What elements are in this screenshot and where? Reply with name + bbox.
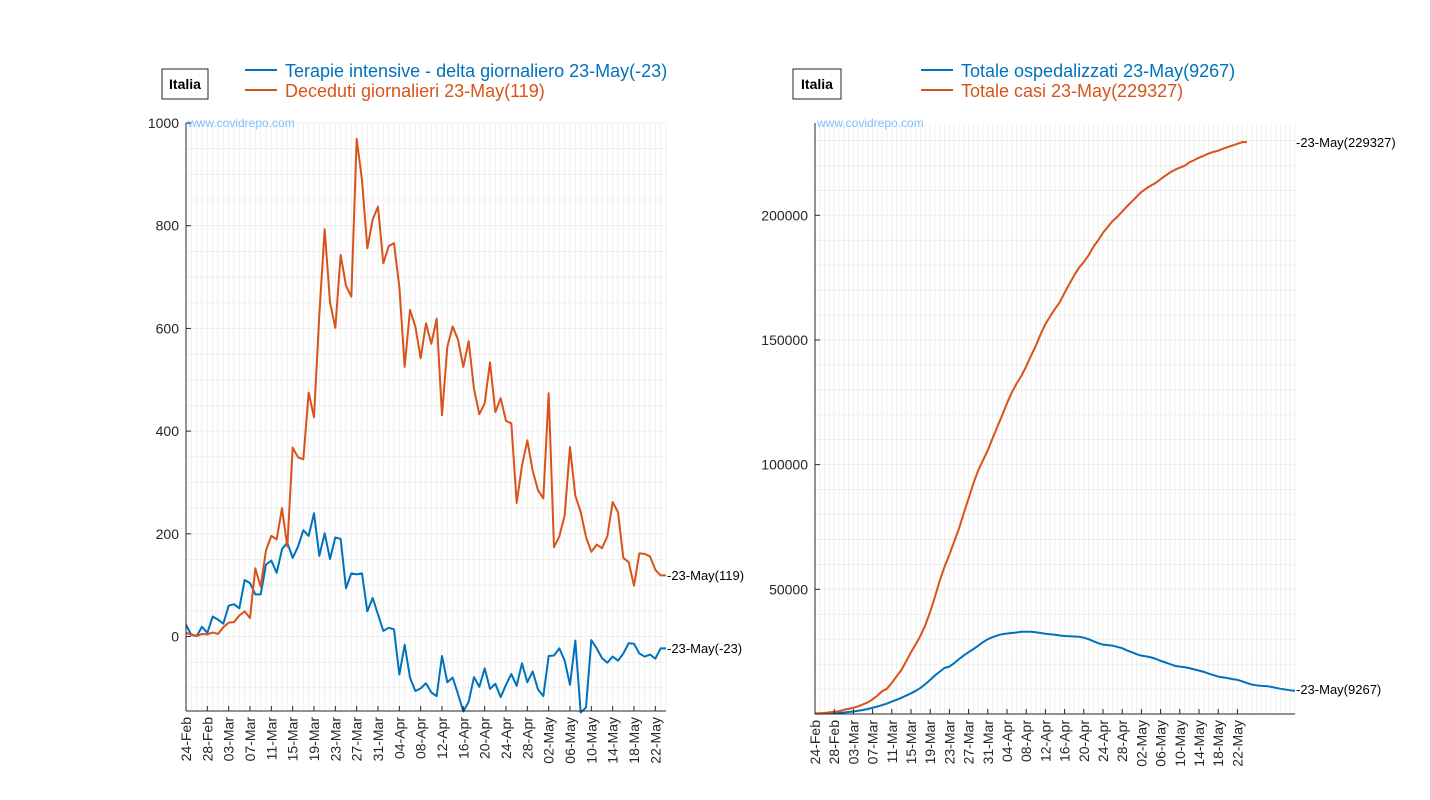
y-tick-label: 150000 [761,332,808,348]
chart-hospitalized-cases: www.covidrepo.com 50000 100000 150000 20000… [761,61,1395,767]
series-line-1 [814,141,1247,715]
x-tick-label: 20-Apr [1076,720,1092,762]
x-tick-label: 19-Mar [306,717,322,762]
series-group [185,137,666,714]
y-tick-labels: 0 200 400 600 800 1000 [148,115,191,645]
x-tick-labels: 24-Feb 28-Feb 03-Mar 07-Mar 11-Mar 15-Mar 19-M… [178,706,663,764]
y-tick-labels: 50000 100000 150000 200000 [761,207,820,597]
legend-label-hospitalized: Totale ospedalizzati 23-May(9267) [961,61,1235,81]
x-tick-label: 28-Feb [826,720,842,765]
x-tick-label: 27-Mar [961,720,977,765]
x-tick-label: 31-Mar [980,720,996,765]
x-tick-label: 15-Mar [903,720,919,765]
region-box-frame [161,68,209,100]
region-label: Italia [169,76,201,92]
x-tick-label: 04-Apr [999,720,1015,762]
x-tick-label: 06-May [562,717,578,764]
region-box: Italia [792,68,842,100]
x-tick-label: 10-May [1172,720,1188,767]
y-tick-label: 0 [171,629,179,645]
x-tick-label: 10-May [583,717,599,764]
y-tick-label: 600 [156,320,180,336]
watermark: www.covidrepo.com [816,116,924,130]
x-tick-label: 28-Apr [519,717,535,759]
legend-label-total-cases: Totale casi 23-May(229327) [961,81,1183,101]
x-tick-labels: 24-Feb 28-Feb 03-Mar 07-Mar 11-Mar 15-Mar 19-M… [807,709,1245,767]
x-tick-label: 24-Feb [178,717,194,762]
x-tick-label: 03-Mar [845,720,861,765]
series-group [814,141,1296,715]
x-tick-label: 18-May [626,717,642,764]
series-line-0 [814,630,1296,715]
x-tick-label: 11-Mar [884,720,900,764]
x-tick-label: 08-Apr [1018,720,1034,762]
y-tick-label: 200 [156,526,180,542]
legend-label-intensive-care: Terapie intensive - delta giornaliero 23… [285,61,667,81]
x-tick-label: 16-Apr [1057,720,1073,762]
end-label-intensive-care: -23-May(-23) [667,641,742,656]
legend-label-deaths: Deceduti giornalieri 23-May(119) [285,81,545,101]
x-tick-label: 22-May [647,717,663,764]
x-tick-label: 19-Mar [922,720,938,765]
x-tick-label: 06-May [1153,720,1169,767]
end-label-total-cases: -23-May(229327) [1296,135,1396,150]
region-box-frame [792,68,842,100]
x-tick-label: 14-May [605,717,621,764]
chart-deaths-intensive-care: www.covidrepo.com 0 200 400 600 800 1000 24-F… [148,61,744,764]
y-tick-label: 1000 [148,115,179,131]
x-tick-label: 02-May [1133,720,1149,767]
x-tick-label: 24-Feb [807,720,823,765]
x-tick-label: 16-Apr [455,717,471,759]
x-tick-label: 18-May [1210,720,1226,767]
x-tick-label: 27-Mar [349,717,365,762]
watermark: www.covidrepo.com [187,116,295,130]
y-tick-label: 200000 [761,207,808,223]
x-tick-label: 03-Mar [221,717,237,762]
x-tick-label: 14-May [1191,720,1207,767]
x-tick-label: 12-Apr [434,717,450,759]
x-tick-label: 08-Apr [413,717,429,759]
x-tick-label: 20-Apr [477,717,493,759]
end-label-hospitalized: -23-May(9267) [1296,682,1381,697]
series-line-1 [185,137,666,638]
end-label-deaths: -23-May(119) [667,568,744,583]
x-tick-label: 24-Apr [498,717,514,759]
x-tick-label: 15-Mar [285,717,301,762]
grid [185,122,667,711]
x-tick-label: 28-Apr [1114,720,1130,762]
region-label: Italia [801,76,833,92]
x-tick-label: 31-Mar [370,717,386,762]
legend: Terapie intensive - delta giornaliero 23… [245,61,667,101]
y-tick-label: 400 [156,423,180,439]
x-tick-label: 22-May [1229,720,1245,767]
x-tick-label: 28-Feb [199,717,215,762]
x-tick-label: 07-Mar [242,717,258,762]
x-tick-label: 23-Mar [327,717,343,762]
y-tick-label: 50000 [769,581,808,597]
x-tick-label: 23-Mar [941,720,957,765]
x-tick-label: 11-Mar [263,717,279,761]
x-tick-label: 12-Apr [1037,720,1053,762]
x-tick-label: 02-May [541,717,557,764]
y-tick-label: 800 [156,218,180,234]
x-tick-label: 07-Mar [865,720,881,765]
series-line-0 [185,512,666,714]
grid [814,123,1296,715]
x-tick-label: 04-Apr [391,717,407,759]
region-box: Italia [161,68,209,100]
legend: Totale ospedalizzati 23-May(9267) Totale… [921,61,1235,101]
x-tick-label: 24-Apr [1095,720,1111,762]
y-tick-label: 100000 [761,457,808,473]
